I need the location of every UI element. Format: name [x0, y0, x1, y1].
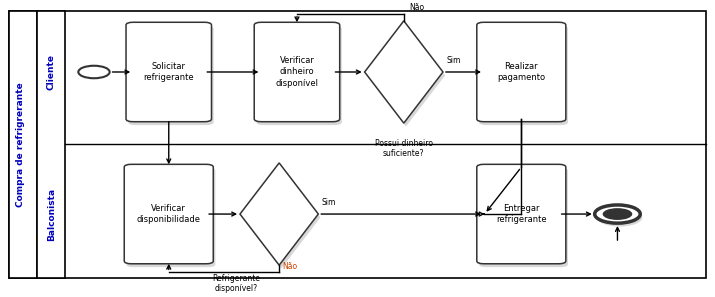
FancyBboxPatch shape [477, 22, 566, 122]
Text: Não: Não [410, 3, 425, 12]
Text: Não: Não [282, 262, 298, 271]
Polygon shape [365, 21, 443, 123]
Text: Realizar
pagamento: Realizar pagamento [497, 62, 546, 82]
FancyBboxPatch shape [9, 11, 37, 278]
FancyBboxPatch shape [9, 11, 706, 278]
FancyBboxPatch shape [124, 164, 213, 264]
Polygon shape [240, 163, 318, 265]
Circle shape [595, 205, 640, 223]
Polygon shape [242, 166, 320, 268]
FancyBboxPatch shape [257, 26, 342, 125]
Text: Possui dinheiro
suficiente?: Possui dinheiro suficiente? [375, 139, 433, 158]
Text: Balconista: Balconista [46, 187, 56, 241]
FancyBboxPatch shape [479, 168, 568, 267]
FancyBboxPatch shape [477, 164, 566, 264]
Polygon shape [367, 24, 445, 127]
FancyBboxPatch shape [127, 168, 215, 267]
FancyBboxPatch shape [255, 22, 340, 122]
Text: Refrigerante
disponível?: Refrigerante disponível? [212, 274, 260, 293]
FancyBboxPatch shape [37, 11, 66, 278]
Circle shape [603, 208, 632, 220]
FancyBboxPatch shape [128, 26, 214, 125]
Text: Sim: Sim [322, 198, 336, 207]
Text: Verificar
disponibilidade: Verificar disponibilidade [137, 204, 201, 224]
Text: Cliente: Cliente [46, 54, 56, 90]
FancyBboxPatch shape [479, 26, 568, 125]
Text: Sim: Sim [447, 56, 461, 65]
Text: Verificar
dinheiro
disponível: Verificar dinheiro disponível [275, 56, 318, 88]
Text: Solicitar
refrigerante: Solicitar refrigerante [144, 62, 194, 82]
FancyBboxPatch shape [126, 22, 212, 122]
Text: Compra de refrigrerante: Compra de refrigrerante [16, 82, 25, 207]
Text: Entregar
refrigerante: Entregar refrigerante [496, 204, 547, 224]
Circle shape [79, 66, 109, 78]
Circle shape [597, 208, 642, 227]
